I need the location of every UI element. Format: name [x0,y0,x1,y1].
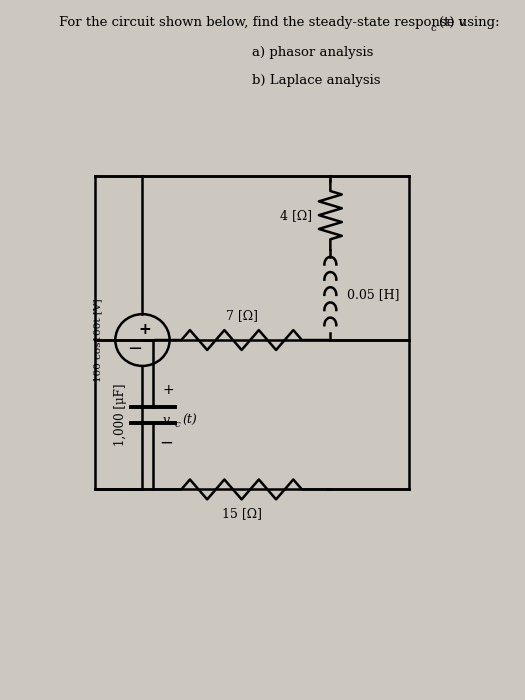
Text: 100 cos100t [V]: 100 cos100t [V] [93,298,102,382]
Text: (t): (t) [182,414,197,427]
Text: +: + [162,383,174,397]
Text: For the circuit shown below, find the steady-state response v: For the circuit shown below, find the st… [59,16,466,29]
Text: (t) using:: (t) using: [439,16,500,29]
Text: 1,000 [μF]: 1,000 [μF] [114,384,127,446]
Text: a) phasor analysis: a) phasor analysis [252,46,373,60]
Text: 4 [Ω]: 4 [Ω] [280,209,312,222]
Text: 7 [Ω]: 7 [Ω] [226,309,258,323]
Text: +: + [139,321,151,337]
Text: v: v [162,414,170,427]
Text: b) Laplace analysis: b) Laplace analysis [252,74,381,87]
Text: 0.05 [H]: 0.05 [H] [347,288,400,301]
Text: c: c [430,24,436,33]
Text: c: c [175,420,181,429]
Text: −: − [127,340,142,358]
Text: −: − [159,433,173,451]
Text: 15 [Ω]: 15 [Ω] [222,507,261,520]
